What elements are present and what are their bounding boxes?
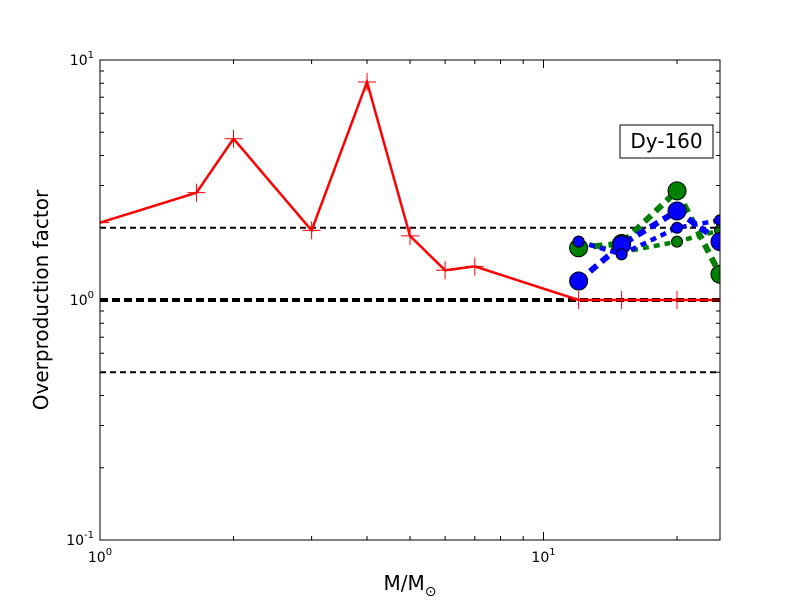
series-1-point-2 — [667, 181, 687, 201]
series-1-line — [578, 185, 720, 276]
y-axis-label: Overproduction factor — [29, 189, 53, 410]
y-tick-label-0: 10-1 — [66, 530, 94, 549]
series-4-point-0 — [572, 235, 585, 248]
y-tick-label-1: 100 — [70, 290, 94, 309]
annotation-box: Dy-160 — [619, 124, 714, 159]
x-tick-label-1: 101 — [531, 547, 555, 566]
x-axis-label: M/M⊙ — [384, 571, 437, 600]
series-4-point-2 — [671, 221, 684, 234]
series-0-point-6 — [436, 261, 455, 280]
series-0-point-4 — [358, 72, 377, 91]
series-4-point-3 — [714, 214, 720, 227]
series-1-point-3 — [710, 264, 720, 284]
x-tick-label-0: 100 — [88, 547, 112, 566]
series-4-line — [577, 217, 720, 257]
series-4-point-1 — [615, 248, 628, 261]
x-axis-label-subscript: ⊙ — [425, 584, 437, 600]
series-4 — [572, 214, 720, 261]
series-0-point-2 — [224, 129, 243, 148]
series-0-point-7 — [465, 257, 484, 276]
series-3-point-2 — [667, 201, 687, 221]
series-0-point-1 — [187, 183, 206, 202]
series-3-point-0 — [569, 271, 589, 291]
y-tick-label-2: 101 — [70, 50, 94, 69]
series-2-point-2 — [671, 235, 684, 248]
annotation-text: Dy-160 — [630, 129, 702, 153]
series-3 — [569, 201, 720, 291]
series-0-point-0 — [100, 213, 109, 232]
series-0-point-10 — [668, 291, 687, 309]
series-0 — [100, 72, 720, 309]
series-0-point-5 — [401, 226, 419, 245]
series-0-point-3 — [302, 221, 321, 240]
series-0-point-8 — [569, 291, 588, 309]
series-3-point-3 — [710, 232, 720, 252]
series-0-line — [100, 77, 720, 302]
series-0-point-9 — [612, 291, 631, 309]
